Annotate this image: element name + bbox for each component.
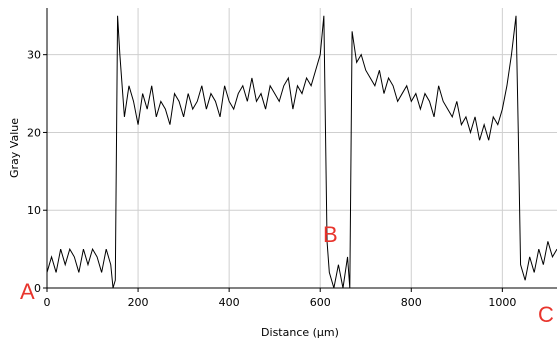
y-axis-title: Gray Value (8, 118, 21, 178)
x-tick-label: 0 (44, 296, 51, 309)
annotation: B (323, 222, 338, 247)
y-tick-label: 30 (27, 49, 41, 62)
x-tick-label: 800 (401, 296, 422, 309)
profile-line (46, 15, 557, 289)
x-tick-label: 200 (128, 296, 149, 309)
y-tick-label: 20 (27, 126, 41, 139)
annotation: A (20, 279, 35, 304)
x-axis-title: Distance (µm) (261, 326, 339, 339)
annotation: C (538, 302, 554, 327)
y-tick-label: 0 (34, 282, 41, 295)
x-tick-label: 600 (310, 296, 331, 309)
x-tick-label: 1000 (488, 296, 516, 309)
x-tick-label: 400 (219, 296, 240, 309)
y-tick-label: 10 (27, 204, 41, 217)
